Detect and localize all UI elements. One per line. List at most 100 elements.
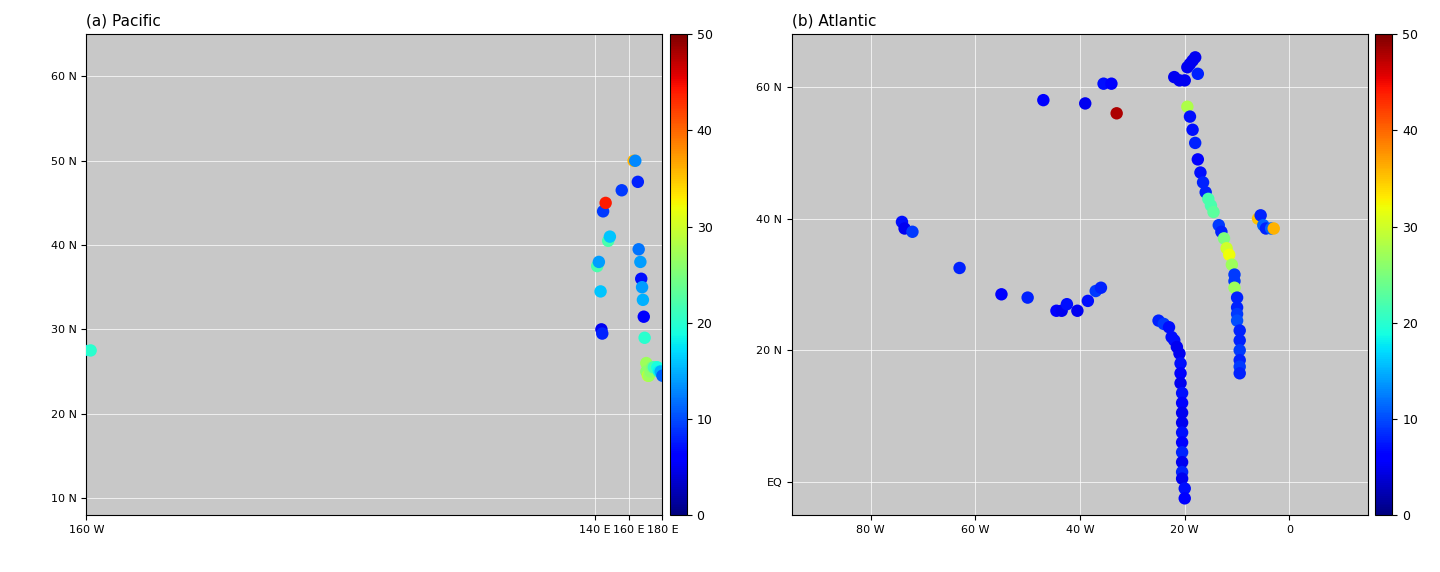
- Point: [1032, 96, 1056, 105]
- Point: [1162, 73, 1185, 82]
- Point: [1181, 125, 1204, 134]
- Point: [1223, 277, 1246, 286]
- Point: [638, 371, 661, 380]
- Point: [1225, 293, 1248, 302]
- Point: [59, 388, 82, 397]
- Point: [1165, 343, 1188, 352]
- Point: [1223, 283, 1246, 292]
- Point: [626, 177, 649, 186]
- Point: [50, 396, 73, 406]
- Point: [1161, 332, 1184, 341]
- Point: [649, 367, 672, 376]
- Point: [628, 245, 651, 254]
- Point: [948, 263, 971, 272]
- Point: [642, 363, 665, 372]
- Point: [52, 396, 75, 406]
- Point: [1228, 369, 1251, 378]
- Point: [1228, 336, 1251, 345]
- Point: [1169, 379, 1192, 388]
- Point: [635, 359, 658, 368]
- Point: [644, 363, 667, 372]
- Point: [1248, 210, 1272, 220]
- Point: [1260, 224, 1283, 233]
- Point: [46, 392, 69, 402]
- Point: [55, 396, 78, 406]
- Point: [589, 287, 612, 296]
- Point: [53, 400, 76, 410]
- Point: [1228, 362, 1251, 371]
- Point: [1220, 260, 1243, 269]
- Point: [590, 325, 613, 334]
- Point: [1212, 234, 1236, 243]
- Point: [651, 371, 674, 380]
- Point: [1169, 359, 1192, 368]
- Point: [1174, 76, 1197, 85]
- Point: [586, 261, 609, 271]
- Point: [1218, 250, 1241, 259]
- Point: [1171, 458, 1194, 467]
- Point: [629, 274, 652, 283]
- Point: [1207, 221, 1230, 230]
- Point: [1178, 112, 1201, 121]
- Point: [624, 156, 647, 165]
- Point: [1152, 319, 1175, 328]
- Text: (a) Pacific: (a) Pacific: [86, 14, 161, 29]
- Point: [648, 367, 671, 376]
- Point: [1202, 208, 1225, 217]
- Point: [1200, 201, 1223, 210]
- Point: [629, 257, 652, 267]
- Point: [1084, 287, 1107, 296]
- Point: [49, 392, 72, 402]
- Point: [632, 312, 655, 321]
- Point: [1092, 79, 1115, 88]
- Point: [58, 392, 81, 402]
- Point: [1178, 59, 1201, 69]
- Point: [1158, 323, 1181, 332]
- Point: [79, 346, 102, 355]
- Text: (b) Atlantic: (b) Atlantic: [792, 14, 877, 29]
- Point: [1090, 283, 1113, 292]
- Point: [1076, 296, 1099, 305]
- Point: [1171, 448, 1194, 457]
- Point: [1168, 349, 1191, 358]
- Point: [1251, 221, 1274, 230]
- Point: [890, 217, 913, 227]
- Point: [1228, 356, 1251, 365]
- Point: [1187, 69, 1210, 78]
- Point: [1191, 178, 1214, 187]
- Point: [1225, 316, 1248, 325]
- Point: [588, 257, 611, 267]
- Point: [631, 295, 654, 304]
- Point: [1174, 494, 1197, 503]
- Point: [1187, 155, 1210, 164]
- Point: [1184, 138, 1207, 148]
- Point: [1017, 293, 1040, 302]
- Point: [622, 156, 645, 165]
- Point: [66, 371, 89, 380]
- Point: [1104, 109, 1128, 118]
- Point: [45, 392, 68, 402]
- Point: [1169, 369, 1192, 378]
- Point: [611, 186, 634, 195]
- Point: [1254, 224, 1277, 233]
- Point: [1171, 418, 1194, 427]
- Point: [1225, 309, 1248, 319]
- Point: [634, 333, 657, 343]
- Point: [1228, 326, 1251, 335]
- Point: [1066, 306, 1089, 315]
- Point: [72, 346, 95, 355]
- Point: [1189, 168, 1212, 177]
- Point: [1171, 438, 1194, 447]
- Point: [1100, 79, 1123, 88]
- Point: [1050, 306, 1073, 315]
- Point: [1148, 316, 1171, 325]
- Point: [1194, 188, 1217, 197]
- Point: [595, 198, 618, 208]
- Point: [1171, 408, 1194, 418]
- Point: [645, 363, 668, 372]
- Point: [1056, 300, 1079, 309]
- Point: [43, 384, 66, 393]
- Point: [1162, 336, 1185, 345]
- Point: [901, 227, 924, 236]
- Point: [1045, 306, 1068, 315]
